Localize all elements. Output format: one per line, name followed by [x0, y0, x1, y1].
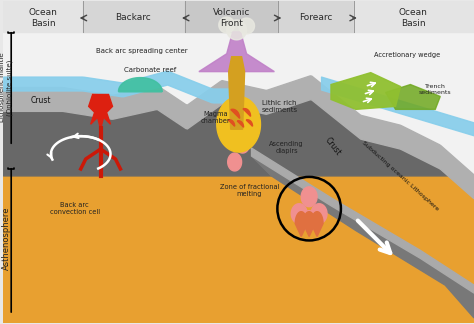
Polygon shape	[292, 204, 307, 224]
Polygon shape	[231, 109, 240, 118]
Bar	[3, 1, 82, 32]
Text: Back arc
convection cell: Back arc convection cell	[50, 202, 100, 215]
Text: Lithic rich
sediments: Lithic rich sediments	[261, 100, 297, 113]
Polygon shape	[311, 212, 323, 237]
Text: Volcanic
Front: Volcanic Front	[213, 8, 250, 28]
Text: Backarc: Backarc	[116, 14, 151, 22]
Polygon shape	[217, 97, 261, 152]
Polygon shape	[230, 117, 244, 135]
Bar	[82, 1, 185, 32]
Bar	[3, 176, 474, 323]
Polygon shape	[118, 77, 162, 91]
Polygon shape	[236, 135, 249, 153]
Polygon shape	[303, 212, 315, 237]
Text: Accretionary wedge: Accretionary wedge	[374, 52, 441, 58]
Polygon shape	[311, 204, 327, 224]
Text: Ocean
Basin: Ocean Basin	[28, 8, 57, 28]
Polygon shape	[227, 20, 246, 40]
Text: Carbonate reef: Carbonate reef	[124, 67, 176, 73]
Text: Ascending
diapirs: Ascending diapirs	[269, 141, 304, 154]
Polygon shape	[219, 17, 235, 33]
Polygon shape	[3, 78, 474, 177]
Text: Crust: Crust	[323, 135, 343, 157]
Text: Trench
sediments: Trench sediments	[419, 84, 452, 95]
Polygon shape	[228, 120, 235, 126]
Bar	[185, 1, 278, 32]
Text: Subducting oceanic Lithosphere: Subducting oceanic Lithosphere	[361, 140, 440, 212]
Text: Ocean
Basin: Ocean Basin	[399, 8, 428, 28]
Text: Forearc: Forearc	[300, 14, 333, 22]
Polygon shape	[252, 156, 474, 318]
Polygon shape	[331, 73, 401, 110]
Polygon shape	[295, 212, 307, 237]
Polygon shape	[386, 85, 440, 110]
Polygon shape	[301, 211, 317, 230]
Polygon shape	[252, 148, 474, 293]
Text: Crust: Crust	[31, 96, 51, 105]
Polygon shape	[301, 187, 317, 207]
Bar	[278, 1, 354, 32]
Polygon shape	[246, 120, 253, 126]
Text: Magma
chamber: Magma chamber	[201, 111, 230, 124]
Bar	[354, 1, 474, 32]
Text: Asthenosphere: Asthenosphere	[2, 207, 11, 270]
Text: Back arc spreading center: Back arc spreading center	[97, 48, 188, 54]
Polygon shape	[237, 121, 244, 127]
Text: Lithospheric mantle
(Ophiolite suite): Lithospheric mantle (Ophiolite suite)	[0, 53, 13, 122]
Polygon shape	[243, 109, 251, 116]
Text: Zone of fractional
melting: Zone of fractional melting	[220, 184, 279, 197]
Polygon shape	[199, 32, 274, 72]
Polygon shape	[3, 76, 474, 199]
Polygon shape	[235, 99, 248, 117]
Polygon shape	[89, 95, 112, 129]
Polygon shape	[238, 18, 255, 34]
Polygon shape	[228, 57, 245, 129]
Polygon shape	[228, 153, 242, 171]
